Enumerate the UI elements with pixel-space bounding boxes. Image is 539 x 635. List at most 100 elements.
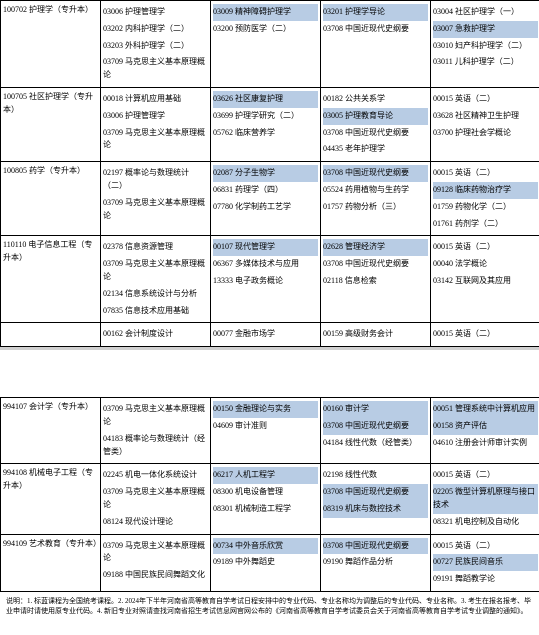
table-row: 00162 会计制度设计00077 金融市场学00159 高级财务会计00015… (1, 323, 539, 347)
course-entry: 03708 中国近现代史纲要 (323, 418, 428, 435)
course-entry: 00051 管理系统中计算机应用 (433, 401, 538, 418)
course-cell: 03709 马克思主义基本原理概论09188 中国民族民间舞蹈文化 (101, 534, 211, 591)
course-entry: 03004 社区护理学（一） (433, 4, 538, 21)
course-cell: 03201 护理学导论03708 中国近现代史纲要 (321, 1, 431, 88)
course-entry: 04183 概率论与数理统计（经管类） (103, 431, 208, 461)
course-cell: 00160 审计学03708 中国近现代史纲要04184 线性代数（经管类） (321, 398, 431, 464)
course-entry: 03201 护理学导论 (323, 4, 428, 21)
course-entry: 02245 机电一体化系统设计 (103, 467, 208, 484)
course-entry: 09188 中国民族民间舞蹈文化 (103, 567, 208, 584)
course-cell: 03626 社区康复护理03699 护理学研究（二）05762 临床营养学 (211, 87, 321, 161)
course-entry: 02378 信息资源管理 (103, 239, 208, 256)
course-entry: 03708 中国近现代史纲要 (323, 125, 428, 142)
course-cell: 03006 护理管理学03202 内科护理学（二）03203 外科护理学（二）0… (101, 1, 211, 88)
course-cell: 00015 英语（二）00040 法学概论03142 互联网及其应用 (431, 236, 539, 323)
table-row: 100705 社区护理学（专升本）00018 计算机应用基础03006 护理管理… (1, 87, 539, 161)
course-entry: 13333 电子政务概论 (213, 273, 318, 290)
course-entry: 08301 机械制造工程学 (213, 501, 318, 518)
major-cell (1, 323, 101, 347)
course-entry: 03708 中国近现代史纲要 (323, 165, 428, 182)
course-entry: 01759 药物化学（二） (433, 199, 538, 216)
course-entry: 03709 马克思主义基本原理概论 (103, 484, 208, 514)
course-cell: 03708 中国近现代史纲要09190 舞蹈作品分析 (321, 534, 431, 591)
course-cell: 03009 精神障碍护理学03200 预防医学（二） (211, 1, 321, 88)
course-entry: 05524 药用植物与生药学 (323, 182, 428, 199)
course-entry: 00727 民族民间音乐 (433, 554, 538, 571)
course-entry: 03708 中国近现代史纲要 (323, 484, 428, 501)
major-cell: 100705 社区护理学（专升本） (1, 87, 101, 161)
course-entry: 00015 英语（二） (433, 239, 538, 256)
table-row: 994109 艺术教育（专升本）03709 马克思主义基本原理概论09188 中… (1, 534, 539, 591)
course-entry: 09128 临床药物治疗学 (433, 182, 538, 199)
course-entry: 00015 英语（二） (433, 165, 538, 182)
course-entry: 03142 互联网及其应用 (433, 273, 538, 290)
major-cell: 994108 机械电子工程（专升本） (1, 464, 101, 534)
course-entry: 00015 英语（二） (433, 538, 538, 555)
course-entry: 06217 人机工程学 (213, 467, 318, 484)
course-cell: 00107 现代管理学06367 多媒体技术与应用13333 电子政务概论 (211, 236, 321, 323)
course-entry: 00158 资产评估 (433, 418, 538, 435)
course-cell: 00015 英语（二）03628 社区精神卫生护理03700 护理社会学概论 (431, 87, 539, 161)
course-cell: 00018 计算机应用基础03006 护理管理学03709 马克思主义基本原理概… (101, 87, 211, 161)
course-entry: 09191 舞蹈教学论 (433, 571, 538, 588)
course-entry: 02087 分子生物学 (213, 165, 318, 182)
page-gap (0, 347, 539, 397)
course-entry: 03628 社区精神卫生护理 (433, 108, 538, 125)
course-cell: 00015 英语（二）02205 微型计算机原理与接口技术08321 机电控制及… (431, 464, 539, 534)
course-cell: 00015 英语（二）09128 临床药物治疗学01759 药物化学（二）017… (431, 162, 539, 236)
course-entry: 01761 药剂学（二） (433, 216, 538, 233)
course-entry: 04435 老年护理学 (323, 141, 428, 158)
course-entry: 02118 信息检索 (323, 273, 428, 290)
course-entry: 02628 管理经济学 (323, 239, 428, 256)
course-entry: 03708 中国近现代史纲要 (323, 21, 428, 38)
schedule-table-1: 100702 护理学（专升本）03006 护理管理学03202 内科护理学（二）… (0, 0, 539, 347)
course-entry: 03699 护理学研究（二） (213, 108, 318, 125)
course-cell: 00077 金融市场学 (211, 323, 321, 347)
course-entry: 03709 马克思主义基本原理概论 (103, 54, 208, 84)
course-entry: 03007 急救护理学 (433, 21, 538, 38)
course-entry: 03006 护理管理学 (103, 4, 208, 21)
course-cell: 02245 机电一体化系统设计03709 马克思主义基本原理概论08124 现代… (101, 464, 211, 534)
course-entry: 06831 药理学（四） (213, 182, 318, 199)
course-entry: 03709 马克思主义基本原理概论 (103, 256, 208, 286)
major-cell: 100805 药学（专升本） (1, 162, 101, 236)
course-entry: 03708 中国近现代史纲要 (323, 538, 428, 555)
table-row: 994108 机械电子工程（专升本）02245 机电一体化系统设计03709 马… (1, 464, 539, 534)
course-entry: 02205 微型计算机原理与接口技术 (433, 484, 538, 514)
course-entry: 00150 金融理论与实务 (213, 401, 318, 418)
course-entry: 03709 马克思主义基本原理概论 (103, 195, 208, 225)
course-cell: 02628 管理经济学03708 中国近现代史纲要02118 信息检索 (321, 236, 431, 323)
course-entry: 00077 金融市场学 (213, 326, 318, 343)
course-entry: 01757 药物分析（三） (323, 199, 428, 216)
course-cell: 00015 英语（二）00727 民族民间音乐09191 舞蹈教学论 (431, 534, 539, 591)
course-entry: 08124 现代设计理论 (103, 514, 208, 531)
course-entry: 03005 护理教育导论 (323, 108, 428, 125)
major-cell: 110110 电子信息工程（专升本） (1, 236, 101, 323)
course-entry: 00162 会计制度设计 (103, 326, 208, 343)
course-entry: 03009 精神障碍护理学 (213, 4, 318, 21)
table-row: 100805 药学（专升本）02197 概率论与数理统计（二）03709 马克思… (1, 162, 539, 236)
course-entry: 07835 信息技术应用基础 (103, 303, 208, 320)
table-row: 100702 护理学（专升本）03006 护理管理学03202 内科护理学（二）… (1, 1, 539, 88)
course-entry: 09189 中外舞蹈史 (213, 554, 318, 571)
course-entry: 07780 化学制药工艺学 (213, 199, 318, 216)
course-entry: 04610 注册会计师审计实例 (433, 435, 538, 452)
course-entry: 00107 现代管理学 (213, 239, 318, 256)
course-entry: 00734 中外音乐欣赏 (213, 538, 318, 555)
course-entry: 00015 英语（二） (433, 467, 538, 484)
table-row: 110110 电子信息工程（专升本）02378 信息资源管理03709 马克思主… (1, 236, 539, 323)
course-entry: 00040 法学概论 (433, 256, 538, 273)
course-cell: 03708 中国近现代史纲要05524 药用植物与生药学01757 药物分析（三… (321, 162, 431, 236)
course-entry: 00018 计算机应用基础 (103, 91, 208, 108)
course-cell: 02087 分子生物学06831 药理学（四）07780 化学制药工艺学 (211, 162, 321, 236)
course-entry: 08319 机床与数控技术 (323, 501, 428, 518)
course-cell: 00162 会计制度设计 (101, 323, 211, 347)
course-entry: 03200 预防医学（二） (213, 21, 318, 38)
course-entry: 03011 儿科护理学（二） (433, 54, 538, 71)
table-row: 994107 会计学（专升本）03709 马克思主义基本原理概论04183 概率… (1, 398, 539, 464)
course-entry: 06367 多媒体技术与应用 (213, 256, 318, 273)
course-entry: 03203 外科护理学（二） (103, 38, 208, 55)
course-entry: 05762 临床营养学 (213, 125, 318, 142)
course-entry: 04609 审计准则 (213, 418, 318, 435)
course-entry: 00015 英语（二） (433, 326, 538, 343)
